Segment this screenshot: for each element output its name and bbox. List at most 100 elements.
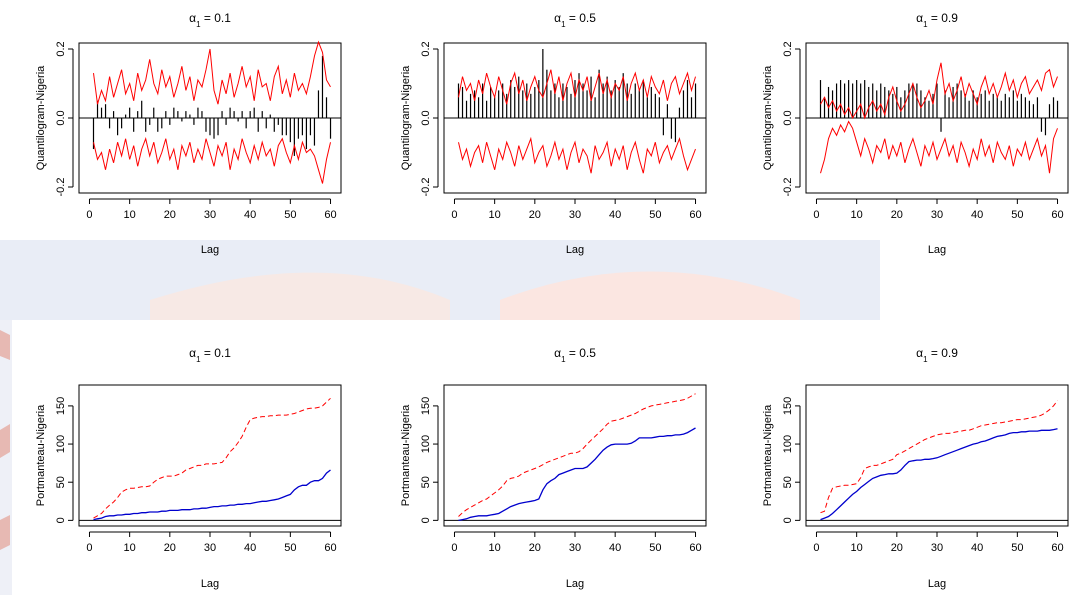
panel-2: α1 = 0.5 0 10 20 30 40 50 60 Lag -0.2 0.0 0.2 Quanti…	[400, 11, 707, 256]
upper-confidence-band	[93, 40, 331, 105]
y-axis-label: Quantilogram-Nigeria	[400, 65, 412, 170]
lower-confidence-band	[458, 136, 696, 174]
x-tick-label: 20	[529, 542, 541, 554]
lower-confidence-band	[820, 120, 1058, 174]
title-subscript: 1	[196, 20, 201, 29]
x-tick-label: 10	[124, 542, 136, 554]
title-value: = 0.5	[566, 346, 597, 360]
y-tick-label: 50	[420, 476, 432, 488]
y-axis-label: Portmanteau-Nigeria	[762, 404, 774, 506]
critical-value-line	[458, 393, 696, 517]
title-value: = 0.9	[928, 346, 959, 360]
y-tick-label: 0.0	[420, 110, 432, 125]
y-tick-label: 0.0	[55, 110, 67, 125]
x-tick-label: 50	[284, 542, 296, 554]
portmanteau-statistic-line	[93, 469, 331, 521]
x-tick-label: 30	[931, 542, 943, 554]
x-axis-label: Lag	[566, 244, 584, 256]
y-tick-label: 0	[55, 517, 67, 523]
title-value: = 0.9	[928, 11, 959, 25]
y-tick-label: 0	[420, 517, 432, 523]
y-tick-label: -0.2	[420, 178, 432, 197]
x-tick-label: 50	[1011, 542, 1023, 554]
x-tick-label: 20	[891, 209, 903, 221]
title-symbol: α	[916, 346, 923, 360]
x-tick-label: 10	[489, 542, 501, 554]
x-tick-label: 20	[529, 209, 541, 221]
x-tick-label: 60	[1051, 209, 1063, 221]
x-tick-label: 0	[86, 542, 92, 554]
y-tick-label: 150	[55, 397, 67, 415]
lower-confidence-band	[93, 137, 331, 184]
y-axis-label: Portmanteau-Nigeria	[35, 404, 47, 506]
x-tick-label: 30	[569, 209, 581, 221]
x-tick-label: 50	[649, 542, 661, 554]
title-subscript: 1	[561, 355, 566, 364]
title-value: = 0.5	[566, 11, 597, 25]
y-tick-label: -0.2	[782, 178, 794, 197]
plot-frame	[805, 384, 1069, 527]
panel-6: α1 = 0.9 0 10 20 30 40 50 60 Lag 0 50 100 150 Portman…	[762, 346, 1069, 590]
x-tick-label: 0	[451, 542, 457, 554]
critical-value-line	[93, 397, 331, 519]
x-tick-label: 60	[324, 542, 336, 554]
title-subscript: 1	[923, 20, 928, 29]
x-tick-label: 40	[609, 542, 621, 554]
x-tick-label: 40	[609, 209, 621, 221]
chart-title: α1 = 0.5	[554, 346, 596, 364]
chart-title: α1 = 0.1	[189, 11, 231, 29]
y-axis-label: Portmanteau-Nigeria	[400, 404, 412, 506]
title-subscript: 1	[923, 355, 928, 364]
x-axis-label: Lag	[566, 578, 584, 590]
title-symbol: α	[189, 11, 196, 25]
x-tick-label: 20	[164, 542, 176, 554]
title-symbol: α	[189, 346, 196, 360]
y-tick-label: 50	[782, 476, 794, 488]
x-tick-label: 0	[451, 209, 457, 221]
title-subscript: 1	[561, 20, 566, 29]
chart-title: α1 = 0.9	[916, 346, 958, 364]
x-tick-label: 30	[204, 209, 216, 221]
y-tick-label: 100	[420, 435, 432, 453]
x-tick-label: 30	[931, 209, 943, 221]
y-tick-label: 50	[55, 476, 67, 488]
upper-confidence-band	[820, 62, 1058, 120]
x-tick-label: 0	[813, 542, 819, 554]
x-tick-label: 50	[284, 209, 296, 221]
x-tick-label: 10	[851, 542, 863, 554]
y-tick-label: 100	[782, 435, 794, 453]
upper-confidence-band	[458, 69, 696, 105]
x-tick-label: 50	[649, 209, 661, 221]
x-tick-label: 0	[813, 209, 819, 221]
x-axis-label: Lag	[928, 244, 946, 256]
x-tick-label: 60	[689, 542, 701, 554]
x-tick-label: 40	[971, 542, 983, 554]
x-tick-label: 60	[1051, 542, 1063, 554]
x-tick-label: 10	[489, 209, 501, 221]
portmanteau-statistic-line	[458, 427, 696, 522]
x-axis-label: Lag	[201, 578, 219, 590]
panel-4: α1 = 0.1 0 10 20 30 40 50 60 Lag 0 50 100 150 Portman…	[35, 346, 342, 590]
x-axis-label: Lag	[201, 244, 219, 256]
plot-frame	[443, 384, 707, 527]
x-tick-label: 40	[244, 209, 256, 221]
x-tick-label: 60	[324, 209, 336, 221]
y-tick-label: 0.2	[420, 41, 432, 56]
y-tick-label: 0.0	[782, 110, 794, 125]
title-value: = 0.1	[201, 346, 232, 360]
panel-3: α1 = 0.9 0 10 20 30 40 50 60 Lag -0.2 0.0 0.2 Quanti…	[762, 11, 1069, 256]
x-tick-label: 50	[1011, 209, 1023, 221]
chart-title: α1 = 0.1	[189, 346, 231, 364]
chart-title: α1 = 0.5	[554, 11, 596, 29]
panel-5: α1 = 0.5 0 10 20 30 40 50 60 Lag 0 50 100 150 Portman…	[400, 346, 707, 590]
title-value: = 0.1	[201, 11, 232, 25]
x-tick-label: 30	[569, 542, 581, 554]
title-symbol: α	[554, 11, 561, 25]
x-tick-label: 20	[891, 542, 903, 554]
plot-frame	[78, 384, 342, 527]
x-tick-label: 10	[124, 209, 136, 221]
x-tick-label: 30	[204, 542, 216, 554]
panel-1: α1 = 0.1 0 10 20 30 40 50 60 Lag -0.2 0.0 0.2 Quanti…	[35, 11, 342, 256]
